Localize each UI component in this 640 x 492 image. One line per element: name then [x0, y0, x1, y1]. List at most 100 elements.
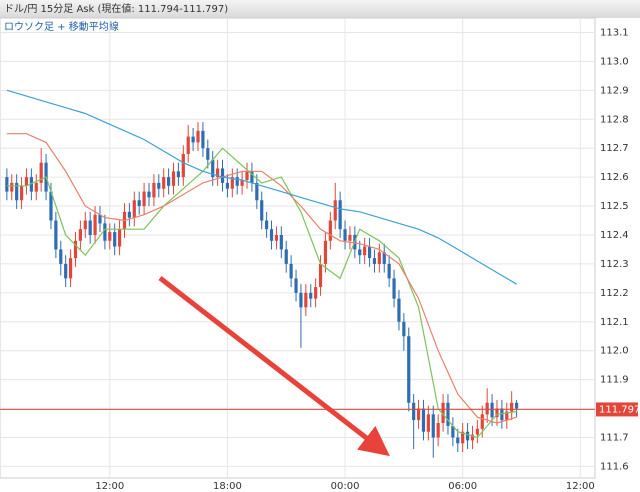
candle-body	[240, 180, 244, 186]
candle-body	[284, 249, 288, 264]
candle-body	[19, 185, 24, 201]
candle-body	[113, 232, 117, 247]
candle-body	[196, 130, 200, 143]
candle-body	[5, 177, 9, 192]
candle-body	[372, 258, 377, 264]
candle-body	[142, 191, 146, 207]
candle-body	[127, 211, 131, 218]
candle-body	[456, 437, 460, 444]
candle-body	[103, 223, 107, 241]
candle-body	[93, 214, 97, 235]
candle-body	[137, 200, 141, 207]
y-tick-label: 111.6	[600, 461, 629, 472]
candle-body	[54, 220, 58, 250]
candle-body	[382, 252, 386, 264]
candle-body	[289, 263, 293, 279]
candle-body	[162, 177, 166, 189]
candle-body	[377, 252, 381, 264]
candle-body	[397, 298, 401, 322]
y-tick-label: 111.9	[600, 375, 629, 386]
candle-body	[505, 411, 509, 421]
candle-body	[157, 182, 161, 189]
candle-body	[117, 229, 122, 247]
candle-body	[363, 246, 367, 256]
candle-body	[147, 191, 151, 198]
candle-body	[416, 408, 421, 421]
candle-body	[171, 171, 176, 186]
trend-arrow	[158, 276, 390, 457]
candle-body	[421, 408, 426, 432]
candle-body	[426, 414, 430, 432]
candle-body	[255, 182, 259, 201]
candle-body	[211, 159, 215, 178]
candle-body	[39, 162, 43, 183]
candle-body	[216, 168, 220, 178]
current-price-label: 111.797	[599, 404, 640, 415]
candle-body	[279, 234, 283, 250]
candle-body	[88, 220, 92, 235]
y-tick-label: 113.1	[600, 27, 629, 38]
candle-body	[176, 171, 181, 178]
candle-body	[328, 220, 332, 241]
candle-body	[338, 200, 342, 230]
candle-body	[250, 171, 254, 183]
candle-body	[152, 182, 156, 198]
candle-body	[309, 292, 313, 299]
y-tick-label: 112.4	[600, 230, 629, 241]
candle-body	[431, 414, 435, 438]
candle-body	[235, 177, 239, 186]
candle-body	[181, 153, 185, 178]
chart-subtitle: ロウソク足 + 移動平均線	[4, 20, 119, 33]
candle-body	[514, 402, 519, 409]
header-bar	[0, 0, 640, 18]
candle-body	[269, 229, 274, 241]
candle-body	[510, 402, 514, 412]
moving-average-line	[6, 147, 517, 439]
y-tick-label: 112.6	[600, 172, 629, 183]
candle-body	[441, 402, 445, 424]
y-tick-label: 112.3	[600, 259, 629, 270]
candle-body	[299, 292, 303, 308]
candle-body	[465, 431, 470, 441]
candle-body	[132, 200, 136, 218]
candle-body	[294, 278, 298, 293]
candle-body	[166, 177, 171, 186]
candle-body	[10, 182, 14, 192]
candle-body	[191, 136, 195, 143]
candle-body	[392, 278, 396, 299]
candle-body	[500, 408, 504, 421]
candle-body	[314, 287, 318, 299]
candle-body	[206, 148, 210, 160]
candle-body	[304, 292, 308, 308]
candle-body	[15, 182, 19, 201]
x-tick-label: 12:00	[566, 481, 595, 492]
candle-body	[318, 263, 323, 288]
candle-body	[333, 200, 337, 221]
candle-body	[274, 234, 279, 241]
y-tick-label: 112.5	[600, 201, 629, 212]
candle-body	[470, 434, 475, 441]
candle-body	[446, 402, 450, 426]
candle-body	[24, 177, 29, 186]
moving-average-line	[6, 133, 517, 424]
candle-body	[402, 321, 406, 337]
candle-body	[225, 182, 230, 189]
candle-body	[461, 431, 465, 444]
y-tick-label: 112.9	[600, 85, 629, 96]
y-tick-label: 112.7	[600, 143, 629, 154]
candle-body	[201, 130, 205, 149]
y-tick-label: 113.0	[600, 56, 629, 67]
candle-body	[348, 234, 352, 241]
moving-average-line	[6, 89, 517, 285]
candle-body	[34, 182, 38, 192]
candle-body	[475, 428, 479, 435]
candle-body	[260, 200, 264, 221]
candle-body	[186, 136, 190, 154]
candle-body	[495, 408, 499, 418]
candle-body	[490, 402, 494, 418]
candle-body	[220, 168, 225, 183]
y-tick-label: 112.0	[600, 346, 629, 357]
candle-body	[29, 177, 33, 192]
x-tick-label: 00:00	[331, 481, 360, 492]
